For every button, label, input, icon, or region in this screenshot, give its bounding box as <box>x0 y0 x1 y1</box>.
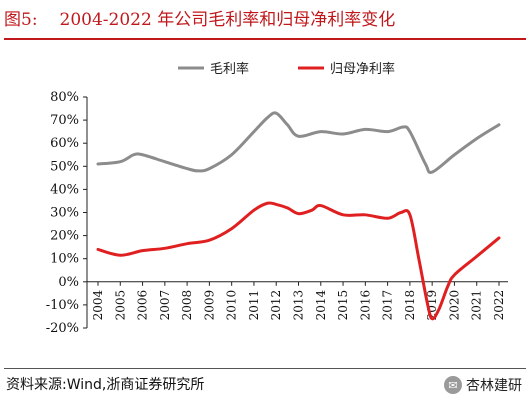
line-chart: 毛利率 归母净利率 80% 70% 60% 50% 40% 30% 20% 10% 0% -10% -… <box>46 61 508 336</box>
x-axis: 2004 2005 2006 2007 2008 2009 2010 2011 2012 2013… <box>87 281 508 321</box>
footer-divider <box>4 368 526 369</box>
watermark-text: 杏林建研 <box>466 378 522 394</box>
x-tick-label: 2022 <box>492 290 506 321</box>
source-note: 资料来源:Wind,浙商证券研究所 <box>6 377 205 393</box>
y-tick-label: 30% <box>50 206 79 221</box>
x-tick-label: 2008 <box>180 290 194 321</box>
x-tick-label: 2011 <box>247 290 261 321</box>
y-tick-label: -20% <box>46 321 79 336</box>
x-tick-label: 2013 <box>292 290 306 321</box>
legend-label: 毛利率 <box>210 61 249 77</box>
y-tick-label: 50% <box>50 159 79 174</box>
x-tick-label: 2015 <box>336 290 350 321</box>
chart-series <box>96 111 501 321</box>
x-tick-label: 2014 <box>314 289 328 320</box>
x-tick-label: 2004 <box>91 289 105 320</box>
gross-margin-line <box>96 111 501 174</box>
x-tick-label: 2010 <box>225 290 239 321</box>
figure-title: 图5: 2004-2022 年公司毛利率和归母净利率变化 <box>4 4 526 36</box>
x-tick-label: 2021 <box>470 290 484 321</box>
watermark: ✉ 杏林建研 <box>444 373 522 397</box>
chart-legend: 毛利率 归母净利率 <box>178 61 395 77</box>
legend-label: 归母净利率 <box>330 61 395 77</box>
y-tick-label: 60% <box>50 136 79 151</box>
x-tick-label: 2020 <box>447 290 461 321</box>
wechat-icon: ✉ <box>444 376 462 394</box>
figure-number: 图5: <box>4 10 38 30</box>
y-tick-label: 80% <box>50 90 79 105</box>
y-tick-label: 0% <box>58 275 79 290</box>
title-divider <box>4 38 526 40</box>
x-tick-label: 2007 <box>158 290 172 321</box>
x-tick-label: 2016 <box>358 290 372 321</box>
x-tick-label: 2018 <box>403 290 417 321</box>
figure-title-text: 2004-2022 年公司毛利率和归母净利率变化 <box>59 10 396 30</box>
x-tick-label: 2006 <box>136 290 150 321</box>
y-tick-label: 40% <box>50 182 79 197</box>
y-tick-label: 10% <box>50 252 79 267</box>
x-tick-label: 2012 <box>269 290 283 321</box>
net-margin-line <box>96 201 501 321</box>
x-tick-label: 2017 <box>381 290 395 321</box>
y-tick-label: 70% <box>50 113 79 128</box>
y-tick-label: -10% <box>46 298 79 313</box>
y-tick-label: 20% <box>50 229 79 244</box>
x-tick-label: 2005 <box>113 290 127 321</box>
x-tick-label: 2009 <box>202 290 216 321</box>
y-axis: 80% 70% 60% 50% 40% 30% 20% 10% 0% -10% -20% <box>46 90 88 336</box>
